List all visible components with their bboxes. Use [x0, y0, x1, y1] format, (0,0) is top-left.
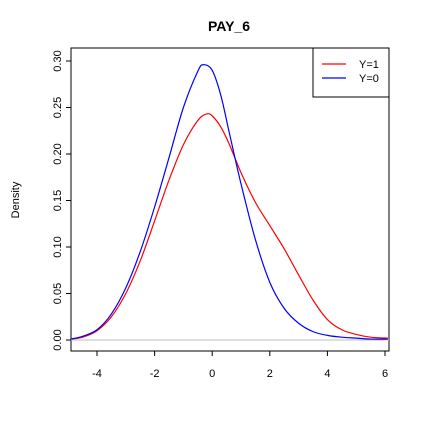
x-axis: -4 -2 0 2 4 6: [92, 351, 388, 380]
x-tick-label-1: -2: [150, 368, 160, 380]
legend-label-1: Y=0: [359, 73, 379, 85]
series-line-y-1: [70, 113, 388, 340]
chart-title: PAY_6: [208, 18, 250, 34]
y-tick-label-3: 0.15: [52, 190, 64, 211]
legend-box: [312, 47, 390, 98]
x-tick-label-3: 2: [267, 368, 273, 380]
y-tick-label-2: 0.10: [52, 236, 64, 257]
legend-label-0: Y=1: [359, 59, 379, 71]
x-tick-label-2: 0: [209, 368, 215, 380]
x-tick-label-0: -4: [92, 368, 102, 380]
series-lines: [70, 64, 388, 340]
series-line-y-0: [70, 64, 388, 340]
legend: Y=1Y=0: [312, 47, 390, 98]
y-axis: 0.00 0.05 0.10 0.15 0.20 0.25 0.30: [52, 50, 71, 351]
y-tick-label-0: 0.00: [52, 329, 64, 350]
y-tick-label-5: 0.25: [52, 97, 64, 118]
x-tick-label-4: 4: [324, 368, 330, 380]
y-tick-label-6: 0.30: [52, 50, 64, 71]
y-tick-label-4: 0.20: [52, 143, 64, 164]
x-tick-label-5: 6: [382, 368, 388, 380]
y-tick-label-1: 0.05: [52, 283, 64, 304]
plot-frame: [70, 47, 390, 352]
y-axis-label: Density: [10, 181, 22, 218]
legend-items: Y=1Y=0: [322, 59, 379, 85]
